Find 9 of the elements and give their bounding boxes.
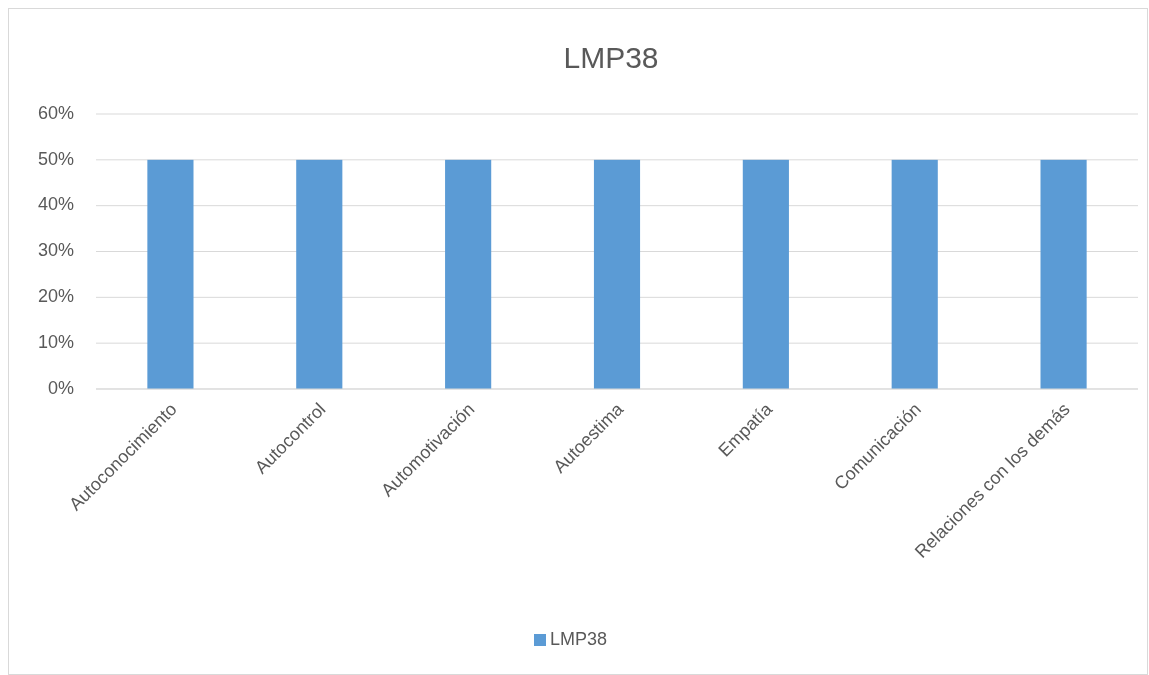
legend-label: LMP38 [550,628,608,649]
y-tick-label: 50% [37,148,74,169]
y-tick-label: 40% [37,194,74,215]
y-tick-label: 10% [37,331,74,352]
chart-title: LMP38 [563,40,659,74]
y-tick-label: 60% [37,102,74,123]
y-tick-label: 30% [37,240,74,261]
y-tick-label: 0% [47,377,74,398]
y-tick-label: 20% [37,286,74,307]
